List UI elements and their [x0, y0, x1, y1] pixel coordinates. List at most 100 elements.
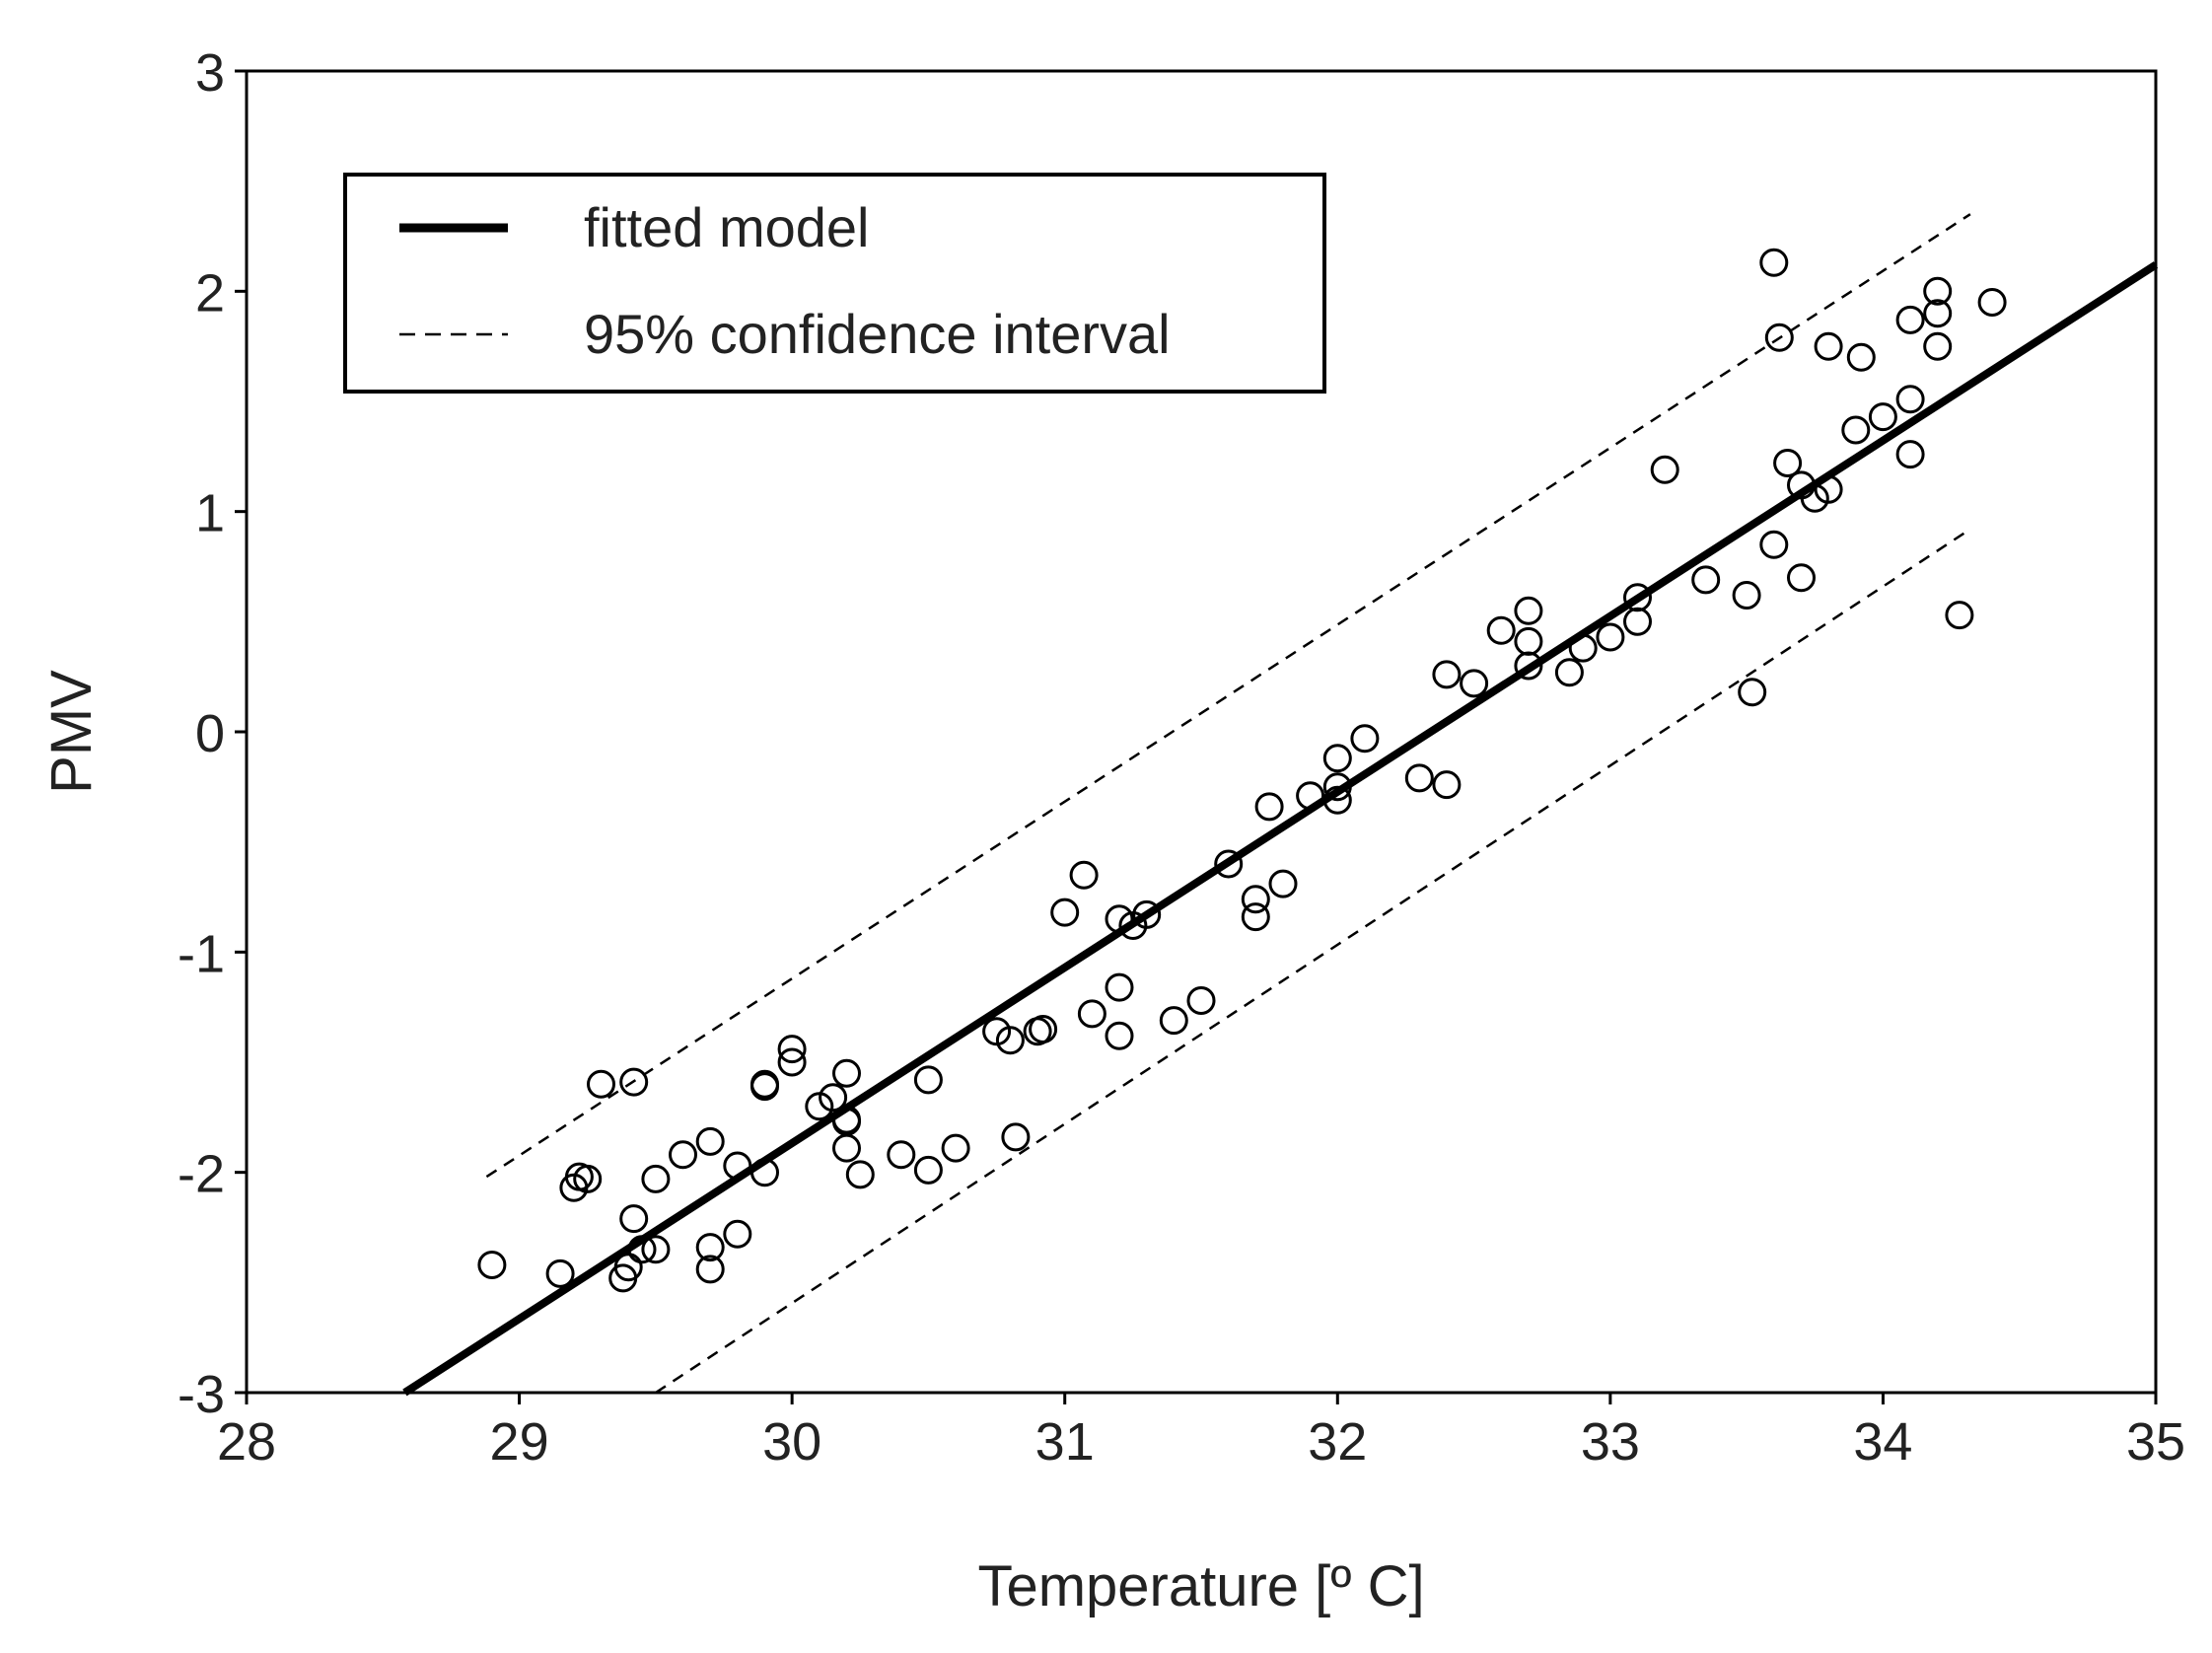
- legend-label-fitted-model: fitted model: [584, 196, 870, 258]
- y-tick-label-6: -3: [178, 1365, 225, 1424]
- data-point-96: [1977, 288, 2007, 317]
- data-point-26: [832, 1133, 861, 1163]
- data-point-61: [1432, 770, 1462, 800]
- data-point-68: [1554, 658, 1584, 687]
- data-point-43: [1105, 904, 1134, 934]
- data-point-59: [1350, 724, 1380, 754]
- data-point-66: [1514, 626, 1543, 656]
- data-point-13: [669, 1140, 697, 1170]
- data-point-55: [1296, 781, 1325, 811]
- data-point-70: [1596, 622, 1625, 652]
- data-point-57: [1322, 772, 1352, 802]
- data-point-84: [1814, 474, 1843, 504]
- data-point-95: [1945, 601, 1974, 630]
- data-point-39: [1029, 1015, 1058, 1043]
- ci-upper-line: [485, 213, 1971, 1179]
- data-point-86: [1846, 342, 1876, 372]
- data-point-89: [1895, 385, 1925, 414]
- data-point-25: [819, 1083, 848, 1113]
- data-point-44: [1105, 972, 1134, 1002]
- data-point-60: [1404, 763, 1434, 793]
- data-point-73: [1650, 455, 1679, 484]
- data-point-88: [1868, 402, 1897, 432]
- x-tick-label-5: 33: [1581, 1412, 1640, 1472]
- data-point-18: [723, 1151, 752, 1181]
- chart-lines: [402, 213, 2159, 1397]
- data-point-29: [832, 1105, 861, 1134]
- data-point-52: [1241, 902, 1270, 932]
- data-point-32: [913, 1065, 943, 1095]
- x-tick-label-2: 30: [762, 1412, 821, 1472]
- data-point-19: [750, 1158, 779, 1187]
- data-point-8: [619, 1204, 649, 1234]
- data-point-40: [1050, 898, 1080, 927]
- data-point-7: [613, 1253, 643, 1282]
- data-point-51: [1241, 885, 1270, 914]
- legend: fitted model 95% confidence interval: [343, 173, 1326, 394]
- data-point-77: [1759, 248, 1789, 277]
- axis-ticks: [235, 69, 2158, 1404]
- data-point-30: [845, 1160, 875, 1189]
- data-point-22: [777, 1035, 807, 1064]
- legend-label-confidence-interval: 95% confidence interval: [584, 303, 1171, 365]
- data-point-5: [587, 1069, 615, 1099]
- data-point-58: [1322, 785, 1352, 815]
- x-tick-label-6: 34: [1853, 1412, 1912, 1472]
- y-tick-label-2: 1: [195, 484, 225, 543]
- data-point-12: [641, 1235, 671, 1264]
- ci-lower-line: [655, 528, 1971, 1395]
- data-point-50: [1214, 849, 1244, 879]
- data-point-33: [913, 1155, 943, 1185]
- data-point-75: [1732, 581, 1761, 610]
- data-point-78: [1759, 530, 1789, 559]
- x-tick-label-4: 32: [1308, 1412, 1367, 1472]
- data-point-72: [1623, 607, 1652, 636]
- x-tick-label-1: 29: [490, 1412, 549, 1472]
- data-point-82: [1787, 563, 1816, 593]
- data-point-21: [750, 1072, 779, 1102]
- data-point-9: [619, 1067, 649, 1097]
- data-point-48: [1159, 1006, 1188, 1036]
- data-point-36: [995, 1026, 1025, 1055]
- scatter-points: [477, 248, 2007, 1293]
- data-point-31: [887, 1140, 916, 1170]
- legend-box: [343, 173, 1326, 394]
- data-point-28: [832, 1058, 861, 1088]
- data-point-37: [1001, 1122, 1031, 1152]
- data-point-47: [1132, 899, 1162, 929]
- data-point-1: [545, 1258, 575, 1288]
- data-point-10: [627, 1235, 657, 1264]
- data-point-14: [695, 1233, 725, 1262]
- data-point-87: [1841, 415, 1871, 445]
- x-tick-label-7: 35: [2126, 1412, 2185, 1472]
- data-point-92: [1923, 299, 1953, 328]
- data-point-16: [695, 1126, 725, 1156]
- data-point-69: [1568, 633, 1598, 663]
- x-tick-label-3: 31: [1035, 1412, 1095, 1472]
- y-tick-label-5: -2: [178, 1145, 225, 1204]
- data-point-79: [1764, 323, 1794, 352]
- y-tick-label-4: -1: [178, 924, 225, 983]
- data-point-67: [1514, 596, 1543, 625]
- data-point-17: [723, 1219, 752, 1249]
- data-point-91: [1895, 440, 1925, 469]
- data-point-74: [1691, 565, 1721, 595]
- y-tick-label-1: 2: [195, 263, 225, 323]
- data-point-64: [1486, 615, 1516, 645]
- data-point-41: [1069, 860, 1099, 890]
- y-axis-title: PMV: [39, 670, 104, 794]
- data-point-45: [1105, 1021, 1134, 1050]
- data-point-85: [1814, 331, 1843, 361]
- data-point-0: [477, 1251, 507, 1279]
- data-point-15: [695, 1255, 725, 1284]
- data-point-49: [1186, 986, 1216, 1015]
- data-point-34: [941, 1133, 970, 1163]
- data-point-94: [1923, 331, 1953, 361]
- x-tick-label-0: 28: [217, 1412, 276, 1472]
- data-point-42: [1077, 999, 1106, 1029]
- data-point-4: [573, 1164, 603, 1193]
- fitted-model-line: [402, 261, 2159, 1397]
- data-point-27: [832, 1107, 861, 1136]
